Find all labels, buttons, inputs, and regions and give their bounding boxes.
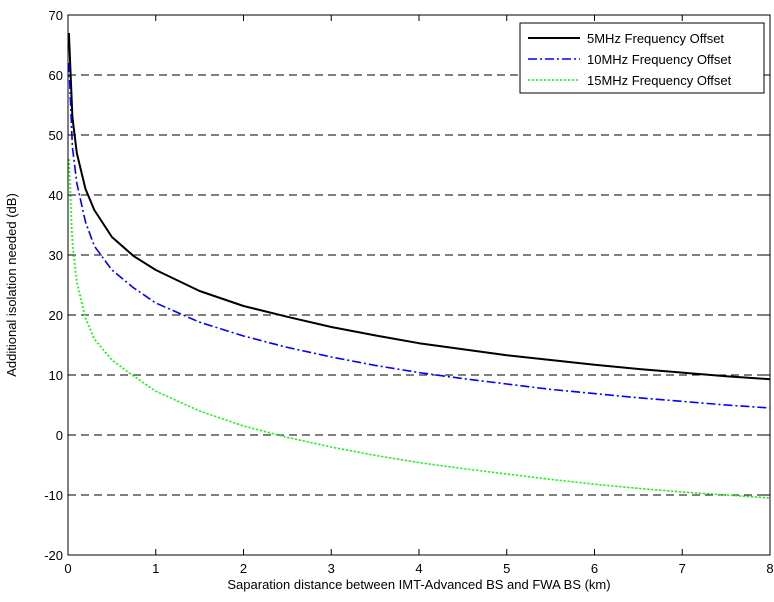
x-tick-label: 5	[503, 561, 510, 576]
y-tick-label: 30	[49, 248, 63, 263]
x-tick-label: 1	[152, 561, 159, 576]
y-tick-label: 60	[49, 68, 63, 83]
y-tick-label: 20	[49, 308, 63, 323]
x-tick-label: 2	[240, 561, 247, 576]
legend-label-2: 10MHz Frequency Offset	[587, 52, 732, 67]
y-tick-label: -20	[44, 548, 63, 563]
x-tick-label: 7	[679, 561, 686, 576]
x-tick-label: 8	[766, 561, 773, 576]
legend-label-3: 15MHz Frequency Offset	[587, 73, 732, 88]
x-tick-label: 6	[591, 561, 598, 576]
y-axis-title: Additional isolation needed (dB)	[4, 193, 19, 377]
series-lines	[67, 32, 771, 499]
x-axis-title: Saparation distance between IMT-Advanced…	[227, 577, 610, 592]
axis-ticks: -20 -10 0 10 20 30 40 50 60 70 0 1 2 3 4 5 6 7 8	[44, 8, 773, 576]
legend: 5MHz Frequency Offset 10MHz Frequency Off…	[519, 22, 765, 94]
y-tick-label: 0	[56, 428, 63, 443]
y-tick-label: -10	[44, 488, 63, 503]
y-tick-label: 40	[49, 188, 63, 203]
y-tick-label: 70	[49, 8, 63, 23]
series-line-1	[67, 32, 771, 381]
legend-box	[519, 22, 765, 94]
x-tick-label: 3	[328, 561, 335, 576]
series-line-2	[68, 62, 771, 409]
legend-label-1: 5MHz Frequency Offset	[587, 31, 724, 46]
x-tick-label: 4	[415, 561, 422, 576]
plot-area	[68, 15, 770, 555]
x-tick-label: 0	[64, 561, 71, 576]
series-line-3	[68, 158, 771, 499]
y-tick-label: 10	[49, 368, 63, 383]
y-tick-label: 50	[49, 128, 63, 143]
